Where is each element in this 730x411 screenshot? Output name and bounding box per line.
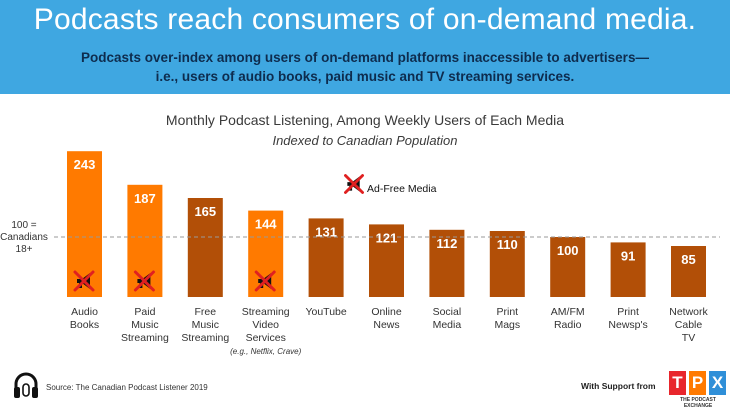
- bar-10: [671, 246, 706, 297]
- bar-value-7: 110: [497, 237, 518, 252]
- ad-free-icon-3: [254, 270, 276, 292]
- logo-letter-p: P: [689, 371, 706, 395]
- megaphone-crossed-icon: [344, 174, 364, 194]
- bar-value-3: 144: [255, 217, 277, 232]
- tpx-logo: T P X THE PODCAST EXCHANGE: [668, 371, 728, 409]
- bar-value-2: 165: [194, 204, 216, 219]
- category-label-9: Print Newsp's: [608, 306, 647, 331]
- ad-free-icon-0: [73, 270, 95, 292]
- category-label-4: YouTube: [305, 306, 346, 318]
- bar-4: [308, 218, 344, 297]
- logo-letter-x: X: [709, 371, 726, 395]
- category-label-2: Free Music Streaming: [181, 306, 229, 344]
- legend: Ad-Free Media: [344, 174, 437, 195]
- ad-free-icon-1: [133, 270, 155, 292]
- bar-value-8: 100: [557, 243, 579, 258]
- source-note: Source: The Canadian Podcast Listener 20…: [46, 383, 208, 392]
- logo-letter-t: T: [669, 371, 686, 395]
- chart-title: Monthly Podcast Listening, Among Weekly …: [165, 112, 565, 128]
- bar-2: [187, 198, 223, 297]
- bar-value-10: 85: [681, 252, 695, 267]
- bar-0: [67, 151, 102, 297]
- bar-value-6: 112: [436, 236, 457, 251]
- category-label-8: AM/FM Radio: [551, 306, 585, 331]
- category-label-0: Audio Books: [70, 306, 99, 331]
- chart-subtitle: Indexed to Canadian Population: [272, 133, 458, 148]
- headphones-icon: [14, 372, 38, 398]
- page-title: Podcasts reach consumers of on-demand me…: [33, 3, 697, 36]
- bar-6: [429, 229, 465, 297]
- megaphone-crossed-icon: [344, 174, 364, 194]
- logo-subtitle: THE PODCAST EXCHANGE: [680, 397, 716, 409]
- bar-value-1: 187: [134, 191, 156, 206]
- legend-label: Ad-Free Media: [367, 183, 437, 195]
- category-label-5: Online News: [371, 306, 402, 331]
- category-label-3: Streaming Video Services: [242, 306, 290, 344]
- category-note-3: (e.g., Netflix, Crave): [230, 347, 301, 356]
- bar-7: [489, 231, 525, 297]
- bar-8: [550, 237, 586, 297]
- category-label-7: Print Mags: [494, 306, 520, 331]
- header-banner: Podcasts reach consumers of on-demand me…: [0, 0, 730, 94]
- category-label-6: Social Media: [433, 306, 462, 331]
- support-label: With Support from: [581, 381, 656, 391]
- page-subtitle: Podcasts over-index among users of on-de…: [81, 50, 649, 84]
- bar-value-5: 121: [376, 230, 398, 245]
- bar-value-0: 243: [74, 157, 96, 172]
- bar-value-9: 91: [621, 248, 635, 263]
- bar-9: [610, 242, 646, 297]
- reference-label: 100 = Canadians 18+: [0, 220, 48, 255]
- bar-value-4: 131: [315, 224, 337, 239]
- category-label-1: Paid Music Streaming: [121, 306, 169, 344]
- category-label-10: Network Cable TV: [669, 306, 708, 344]
